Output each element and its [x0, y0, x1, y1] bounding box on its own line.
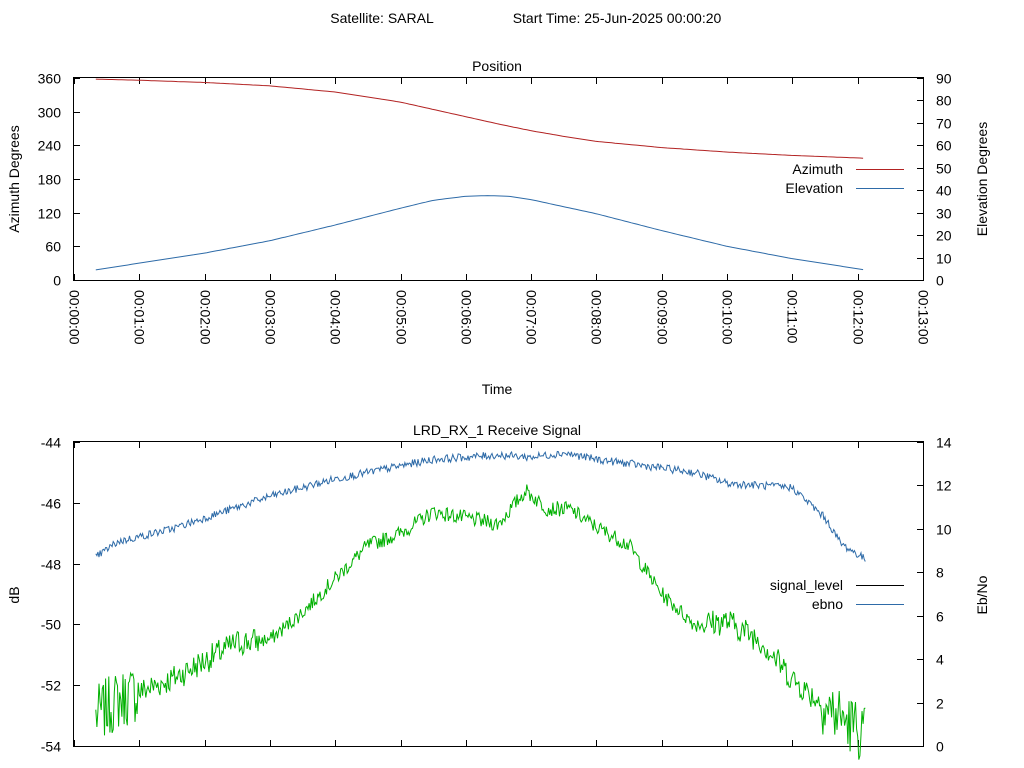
receive-signal-y2-tick-label: 12 — [936, 478, 952, 494]
legend-elevation-label: Elevation — [785, 180, 843, 196]
receive-signal-y2-tick-label: 4 — [936, 652, 944, 668]
receive-signal-y-tick-label: -46 — [41, 496, 61, 512]
receive-signal-y2-tick-label: 10 — [936, 522, 952, 538]
position-y2-tick-label: 30 — [936, 206, 952, 222]
position-x-tick-label: 00:10:00 — [720, 290, 736, 345]
position-x-tick-label: 00:00:00 — [67, 290, 83, 345]
position-y2-tick-label: 50 — [936, 161, 952, 177]
position-x-tick-label: 00:02:00 — [198, 290, 214, 345]
position-chart: Position Azimuth Degrees Elevation Degre… — [6, 58, 990, 397]
receive-signal-y-tick-label: -50 — [41, 617, 61, 633]
position-y2-axis-label: Elevation Degrees — [974, 122, 990, 236]
position-series — [95, 78, 864, 271]
series-ebno-line — [95, 450, 866, 562]
series-signal-level-line — [95, 484, 866, 760]
position-y-axis-label: Azimuth Degrees — [6, 125, 22, 232]
position-y-tick-label: 180 — [38, 172, 62, 188]
position-x-axis-label: Time — [482, 381, 513, 397]
series-azimuth-line — [95, 78, 864, 159]
series-elevation-line — [95, 195, 864, 271]
position-legend: Azimuth Elevation — [785, 161, 904, 196]
receive-signal-y2-axis-label: Eb/No — [974, 575, 990, 614]
position-x-tick-label: 00:05:00 — [394, 290, 410, 345]
figure-title-start-time: Start Time: 25-Jun-2025 00:00:20 — [513, 10, 722, 26]
position-y2-tick-label: 20 — [936, 228, 952, 244]
position-y2-tick-label: 10 — [936, 251, 952, 267]
position-y2-tick-label: 60 — [936, 138, 952, 154]
receive-signal-y2-tick-label: 2 — [936, 696, 944, 712]
position-y2-tick-label: 0 — [936, 273, 944, 289]
receive-signal-y-tick-label: -44 — [41, 435, 61, 451]
receive-signal-plot-frame — [73, 441, 924, 747]
position-y-tick-label: 300 — [38, 105, 62, 121]
position-y-tick-label: 0 — [53, 273, 61, 289]
receive-signal-y2-tick-label: 0 — [936, 739, 944, 755]
position-x-tick-label: 00:04:00 — [328, 290, 344, 345]
position-ticks: 00:00:00 00:01:00 00:02:00 00:03:00 00:04:00… — [38, 71, 952, 345]
position-y2-tick-label: 70 — [936, 116, 952, 132]
position-y-tick-label: 60 — [45, 239, 61, 255]
position-x-tick-label: 00:01:00 — [132, 290, 148, 345]
position-x-tick-label: 00:07:00 — [524, 290, 540, 345]
position-x-tick-label: 00:03:00 — [263, 290, 279, 345]
receive-signal-y2-tick-label: 14 — [936, 435, 952, 451]
legend-ebno-label: ebno — [812, 596, 843, 612]
position-plot-frame — [73, 77, 924, 281]
receive-signal-y-tick-label: -52 — [41, 678, 61, 694]
receive-signal-y-tick-label: -48 — [41, 557, 61, 573]
position-x-tick-label: 00:13:00 — [916, 290, 932, 345]
receive-signal-chart-title: LRD_RX_1 Receive Signal — [413, 422, 581, 438]
receive-signal-y-tick-label: -54 — [41, 739, 61, 755]
position-chart-title: Position — [472, 58, 522, 74]
position-y2-tick-label: 80 — [936, 93, 952, 109]
position-x-tick-label: 00:11:00 — [785, 290, 801, 344]
legend-azimuth-label: Azimuth — [792, 161, 843, 177]
position-y-tick-label: 120 — [38, 206, 62, 222]
receive-signal-y2-tick-label: 8 — [936, 565, 944, 581]
position-x-tick-label: 00:12:00 — [851, 290, 867, 345]
position-x-tick-label: 00:08:00 — [589, 290, 605, 345]
receive-signal-y2-tick-label: 6 — [936, 609, 944, 625]
position-y2-tick-label: 90 — [936, 71, 952, 87]
receive-signal-chart: LRD_RX_1 Receive Signal dB Eb/No -54-52-… — [6, 422, 990, 760]
receive-signal-series — [95, 450, 866, 760]
position-x-tick-label: 00:09:00 — [655, 290, 671, 345]
figure-title-satellite: Satellite: SARAL — [330, 10, 434, 26]
legend-signal-level-label: signal_level — [770, 577, 843, 593]
receive-signal-legend: signal_level ebno — [770, 577, 904, 612]
receive-signal-ticks: -54 -52 -50 -48 -46 -44 0 2 4 6 8 10 12 14 — [41, 435, 952, 755]
receive-signal-y-axis-label: dB — [6, 586, 22, 603]
position-x-tick-label: 00:06:00 — [459, 290, 475, 345]
position-y-tick-label: 240 — [38, 138, 62, 154]
position-y2-tick-label: 40 — [936, 183, 952, 199]
position-y-tick-label: 360 — [38, 71, 62, 87]
